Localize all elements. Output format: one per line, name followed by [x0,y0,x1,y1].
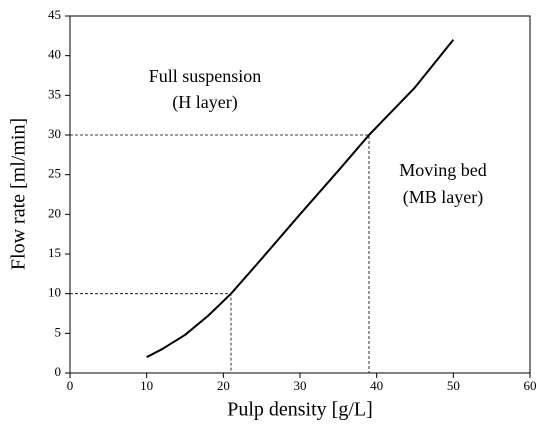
y-tick-label: 30 [48,126,61,141]
reference-line [70,293,232,373]
annotation: (H layer) [172,92,237,113]
y-tick-label: 40 [48,47,61,62]
x-tick-label: 60 [524,378,537,393]
x-tick-label: 40 [370,378,383,393]
y-tick-label: 25 [48,166,61,181]
x-tick-label: 30 [294,378,307,393]
y-tick-label: 5 [55,324,62,339]
y-tick-label: 35 [48,86,61,101]
annotation: Full suspension [149,66,262,86]
y-tick-label: 45 [48,7,61,22]
x-axis-title: Pulp density [g/L] [227,399,373,421]
annotation: (MB layer) [403,187,483,208]
y-tick-label: 10 [48,285,61,300]
reference-line [70,134,370,373]
x-tick-label: 50 [447,378,460,393]
y-axis-title: Flow rate [ml/min] [8,118,30,270]
x-tick-label: 10 [140,378,153,393]
y-tick-label: 20 [48,205,61,220]
data-line [146,39,455,359]
y-tick-label: 15 [48,245,61,260]
annotation: Moving bed [399,160,487,180]
x-tick-label: 0 [67,378,74,393]
y-tick-label: 0 [55,364,62,379]
x-tick-label: 20 [217,378,230,393]
